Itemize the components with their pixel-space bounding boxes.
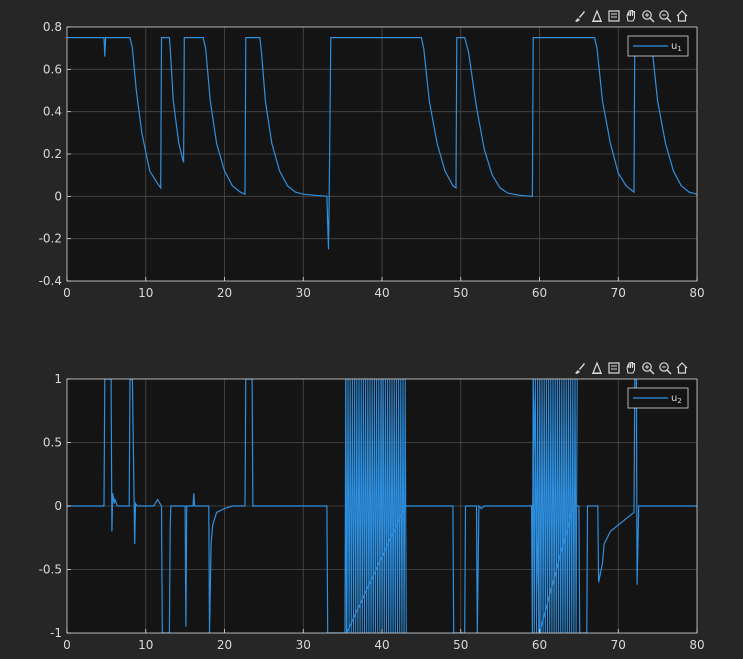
y-tick-label: 0.8 <box>43 20 62 34</box>
series-oscillation-band <box>532 379 578 633</box>
home-icon[interactable] <box>674 360 690 376</box>
y-tick-label: 0.5 <box>43 436 62 450</box>
home-icon[interactable] <box>674 8 690 24</box>
axes-u2[interactable]: 0 10 20 30 40 50 60 70 80 -1 -0.5 0 0.5 1 u2 <box>39 372 705 652</box>
pan-icon[interactable] <box>623 8 639 24</box>
x-tick-label: 60 <box>532 638 547 652</box>
brush-icon[interactable] <box>572 8 588 24</box>
axes-toolbar-u2 <box>572 360 690 376</box>
zoom-in-icon[interactable] <box>640 8 656 24</box>
pan-icon[interactable] <box>623 360 639 376</box>
x-tick-label: 30 <box>296 638 311 652</box>
series-line <box>67 379 697 633</box>
x-tick-label: 70 <box>611 638 626 652</box>
y-tick-label: 0 <box>54 189 62 203</box>
axes-u1[interactable]: 0 10 20 30 40 50 60 70 80 -0.4 -0.2 0 0.2 0.4 0.6 0.8 u1 <box>39 20 705 300</box>
x-tick-label: 50 <box>453 286 468 300</box>
x-tick-label: 50 <box>453 638 468 652</box>
x-tick-label: 80 <box>689 286 704 300</box>
axes-toolbar-u1 <box>572 8 690 24</box>
x-tick-label: 40 <box>374 638 389 652</box>
y-tick-label: -0.5 <box>39 563 62 577</box>
legend-label: u1 <box>671 41 682 53</box>
save-icon[interactable] <box>606 360 622 376</box>
x-tick-label: 30 <box>296 286 311 300</box>
legend-label: u2 <box>671 393 682 405</box>
y-tick-label: 0.6 <box>43 62 62 76</box>
data-tips-icon[interactable] <box>589 360 605 376</box>
x-tick-label: 10 <box>138 286 153 300</box>
x-tick-label: 40 <box>374 286 389 300</box>
x-tick-label: 70 <box>611 286 626 300</box>
zoom-in-icon[interactable] <box>640 360 656 376</box>
brush-icon[interactable] <box>572 360 588 376</box>
series-oscillation-band <box>345 379 407 633</box>
y-tick-label: 0.2 <box>43 147 62 161</box>
x-tick-label: 80 <box>689 638 704 652</box>
y-tick-label: 0.4 <box>43 105 62 119</box>
y-tick-label: -1 <box>50 626 62 640</box>
data-tips-icon[interactable] <box>589 8 605 24</box>
zoom-out-icon[interactable] <box>657 8 673 24</box>
zoom-out-icon[interactable] <box>657 360 673 376</box>
y-tick-label: -0.2 <box>39 232 62 246</box>
x-tick-label: 20 <box>217 286 232 300</box>
y-tick-label: 0 <box>54 499 62 513</box>
y-tick-label: 1 <box>54 372 62 386</box>
x-tick-label: 60 <box>532 286 547 300</box>
legend[interactable]: u1 <box>627 35 689 57</box>
series-line <box>67 37 697 250</box>
x-tick-label: 20 <box>217 638 232 652</box>
y-tick-label: -0.4 <box>39 274 62 288</box>
x-tick-label: 0 <box>63 638 71 652</box>
x-tick-label: 0 <box>63 286 71 300</box>
legend[interactable]: u2 <box>627 387 689 409</box>
x-tick-label: 10 <box>138 638 153 652</box>
save-icon[interactable] <box>606 8 622 24</box>
